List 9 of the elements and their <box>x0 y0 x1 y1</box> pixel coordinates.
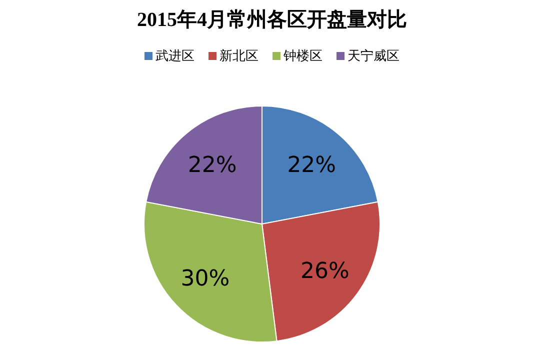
legend-label: 新北区 <box>220 49 258 64</box>
chart-title: 2015年4月常州各区开盘量对比 <box>137 9 407 31</box>
data-label: 30% <box>180 266 230 292</box>
data-label: 26% <box>300 258 350 284</box>
data-label: 22% <box>188 152 237 178</box>
data-label: 22% <box>287 152 336 178</box>
legend-label: 钟楼区 <box>282 49 322 64</box>
legend-label: 天宁威区 <box>348 48 400 64</box>
legend-label: 武进区 <box>156 49 194 64</box>
